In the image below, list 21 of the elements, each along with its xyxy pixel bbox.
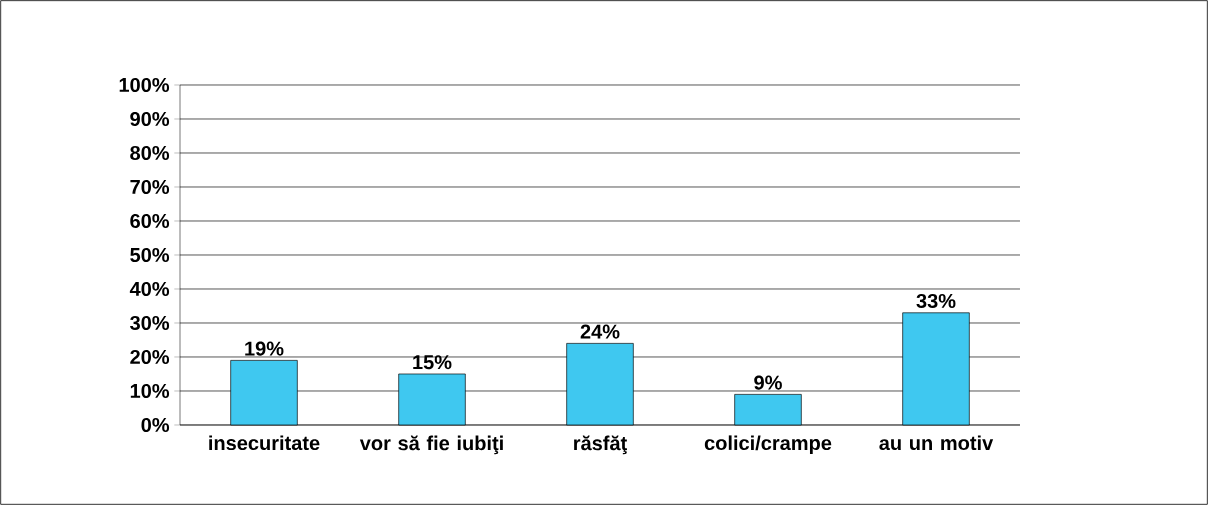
data-label: 19% <box>245 341 284 356</box>
y-tick-label: 100% <box>119 77 170 93</box>
y-tick-label: 80% <box>130 145 170 161</box>
y-tick-label: 50% <box>130 247 170 263</box>
y-tick-label: 30% <box>130 315 170 331</box>
data-label: 15% <box>413 355 452 370</box>
y-tick-label: 70% <box>130 179 170 195</box>
x-tick-label: colici/crampe <box>704 435 832 455</box>
y-tick-label: 60% <box>130 213 170 229</box>
y-tick-label: 90% <box>130 111 170 127</box>
y-tick-label: 40% <box>129 281 170 297</box>
y-tick-label: 0% <box>141 417 170 433</box>
data-label: 33% <box>916 293 956 309</box>
x-tick-label: vor să fie iubiţi <box>359 435 503 455</box>
data-label: 9% <box>754 375 782 390</box>
data-label: 24% <box>580 324 620 339</box>
x-tick-label: insecuritate <box>209 435 320 451</box>
y-tick-label: 20% <box>130 349 170 365</box>
x-tick-label: au un motiv <box>879 435 994 451</box>
x-tick-label: răsfăţ <box>574 435 627 455</box>
y-tick-label: 10% <box>130 383 170 399</box>
